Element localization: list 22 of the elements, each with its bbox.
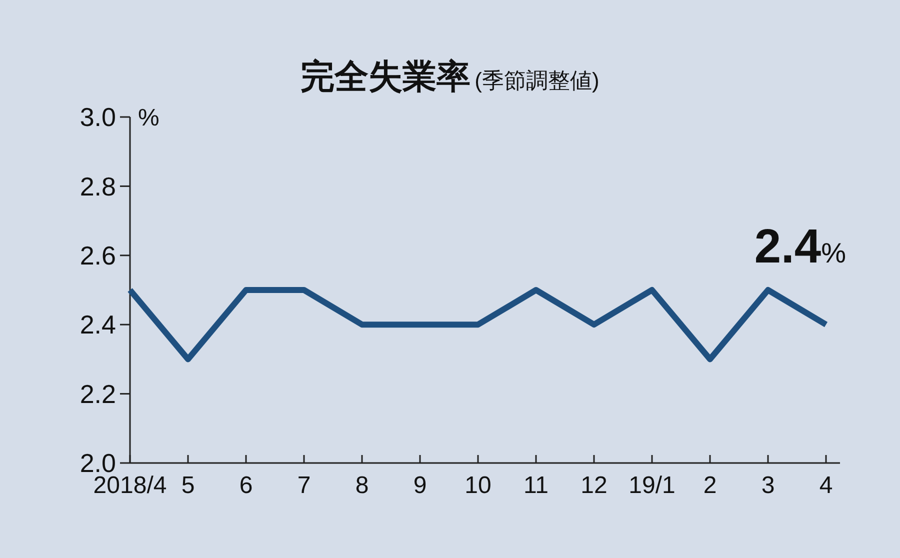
chart-title: 完全失業率 (300, 58, 471, 96)
x-tick-label: 6 (239, 472, 253, 499)
chart-subtitle: (季節調整値) (474, 68, 600, 93)
y-tick-label: 3.0 (80, 102, 116, 132)
x-tick-label: 7 (297, 472, 311, 499)
x-tick-label: 2 (703, 472, 717, 499)
x-tick-label: 4 (819, 472, 833, 499)
x-tick-label: 8 (355, 472, 369, 499)
x-tick-label: 3 (761, 472, 775, 499)
x-tick-label: 10 (464, 472, 492, 499)
x-tick-label: 2018/4 (93, 472, 167, 499)
y-tick-label: 2.6 (80, 240, 116, 270)
y-tick-label: 2.2 (80, 378, 116, 409)
x-tick-label: 11 (524, 472, 548, 499)
x-tick-label: 19/1 (628, 472, 676, 499)
x-tick-label: 12 (580, 472, 608, 499)
x-tick-label: 9 (413, 472, 427, 499)
annotation: 2.4% (754, 220, 846, 274)
y-axis-title: % (138, 104, 160, 132)
x-tick-label: 5 (181, 472, 195, 499)
y-tick-label: 2.8 (80, 171, 116, 202)
y-tick-label: 2.4 (80, 310, 116, 340)
